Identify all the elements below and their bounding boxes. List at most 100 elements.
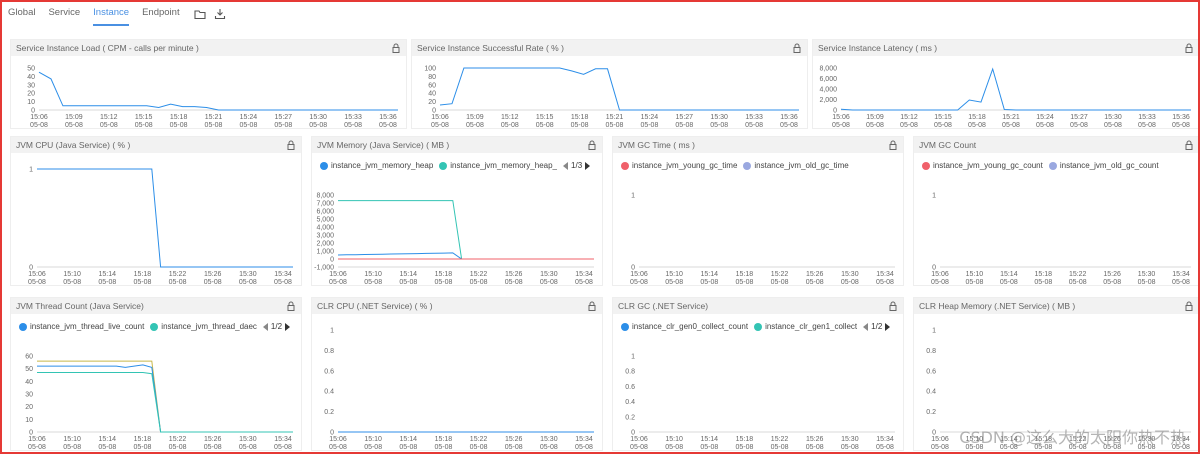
tab-service[interactable]: Service <box>48 7 81 18</box>
next-page-icon[interactable] <box>885 322 891 331</box>
x-tick-time: 15:21 <box>1002 114 1020 121</box>
x-tick-date: 05-08 <box>700 444 718 451</box>
x-tick-date: 05-08 <box>466 122 484 129</box>
x-tick-time: 15:26 <box>204 271 222 278</box>
y-tick-label: 0 <box>330 430 334 437</box>
x-tick-time: 15:30 <box>239 271 257 278</box>
next-page-icon[interactable] <box>585 161 591 170</box>
panel-title: JVM GC Count <box>914 137 1199 153</box>
y-tick-label: 0.2 <box>926 409 936 416</box>
lock-icon[interactable] <box>588 140 596 150</box>
series-line <box>37 372 293 433</box>
y-tick-label: 1 <box>631 193 635 200</box>
lock-icon[interactable] <box>287 140 295 150</box>
y-tick-label: 10 <box>25 417 33 424</box>
x-tick-date: 05-08 <box>30 122 48 129</box>
x-tick-date: 05-08 <box>968 122 986 129</box>
legend-label: instance_jvm_thread_daec <box>161 322 257 331</box>
x-tick-time: 15:10 <box>63 436 81 443</box>
chart-jvmgccount: 1015:0605-0815:1005-0815:1405-0815:1805-… <box>931 193 1191 286</box>
y-tick-label: 0.2 <box>625 414 635 421</box>
legend-item[interactable]: instance_jvm_memory_heap_ <box>439 161 557 170</box>
panel-title-text: CLR GC (.NET Service) <box>618 301 709 311</box>
x-tick-time: 15:30 <box>540 436 558 443</box>
prev-page-icon[interactable] <box>863 322 869 331</box>
tab-endpoint[interactable]: Endpoint <box>142 7 180 18</box>
y-tick-label: 0 <box>432 108 436 115</box>
y-tick-label: 0.2 <box>324 409 334 416</box>
x-tick-date: 05-08 <box>344 122 362 129</box>
x-tick-date: 05-08 <box>841 444 859 451</box>
x-tick-time: 15:18 <box>435 271 453 278</box>
lock-icon[interactable] <box>889 140 897 150</box>
y-tick-label: 40 <box>428 91 436 98</box>
x-tick-time: 15:14 <box>1000 271 1018 278</box>
lock-icon[interactable] <box>889 301 897 311</box>
lock-icon[interactable] <box>392 43 400 53</box>
legend-item[interactable]: instance_clr_gen0_collect_count <box>621 322 748 331</box>
lock-icon[interactable] <box>793 43 801 53</box>
legend-page-count: 1/3 <box>571 161 583 170</box>
legend-item[interactable]: instance_jvm_thread_daec <box>150 322 257 331</box>
lock-icon[interactable] <box>1185 301 1193 311</box>
folder-icon[interactable] <box>193 7 207 21</box>
tab-instance[interactable]: Instance <box>93 2 130 26</box>
x-tick-time: 15:10 <box>364 271 382 278</box>
legend-dot-icon <box>19 322 27 331</box>
x-tick-time: 15:06 <box>28 436 46 443</box>
x-tick-date: 05-08 <box>274 279 292 286</box>
legend-item[interactable]: instance_jvm_memory_heap <box>320 161 433 170</box>
y-tick-label: 1,000 <box>316 249 334 256</box>
panel-title-text: CLR Heap Memory (.NET Service) ( MB ) <box>919 301 1076 311</box>
x-tick-time: 15:30 <box>309 114 327 121</box>
next-page-icon[interactable] <box>285 322 291 331</box>
x-tick-date: 05-08 <box>1138 444 1156 451</box>
y-tick-label: 8,000 <box>316 193 334 200</box>
x-tick-time: 15:06 <box>329 271 347 278</box>
legend-label: instance_jvm_old_gc_time <box>754 161 849 170</box>
prev-page-icon[interactable] <box>563 161 569 170</box>
legend-dot-icon <box>743 161 752 170</box>
legend-item[interactable]: instance_jvm_young_gc_count <box>922 161 1043 170</box>
x-tick-time: 15:09 <box>65 114 83 121</box>
x-tick-date: 05-08 <box>1034 444 1052 451</box>
panel-title-text: CLR CPU (.NET Service) ( % ) <box>317 301 433 311</box>
tab-global[interactable]: Global <box>8 7 36 18</box>
x-tick-time: 15:22 <box>470 271 488 278</box>
x-tick-date: 05-08 <box>640 122 658 129</box>
lock-icon[interactable] <box>588 301 596 311</box>
lock-icon[interactable] <box>287 301 295 311</box>
lock-icon[interactable] <box>1185 43 1193 53</box>
x-tick-date: 05-08 <box>1138 279 1156 286</box>
dashboard-tabs: Global Service Instance Endpoint <box>0 0 1200 28</box>
x-tick-time: 15:15 <box>536 114 554 121</box>
prev-page-icon[interactable] <box>262 322 268 331</box>
y-tick-label: 8,000 <box>819 66 837 73</box>
x-tick-time: 15:22 <box>771 436 789 443</box>
legend-dot-icon <box>621 322 629 331</box>
x-tick-date: 05-08 <box>771 279 789 286</box>
legend-item[interactable]: instance_clr_gen1_collect <box>754 322 857 331</box>
panel-title-text: JVM Thread Count (Java Service) <box>16 301 144 311</box>
legend-item[interactable]: instance_jvm_thread_live_count <box>19 322 144 331</box>
panel-title-text: Service Instance Successful Rate ( % ) <box>417 43 564 53</box>
legend-item[interactable]: instance_jvm_old_gc_count <box>1048 161 1159 170</box>
y-tick-label: 0 <box>631 430 635 437</box>
lock-icon[interactable] <box>1185 140 1193 150</box>
import-icon[interactable] <box>213 7 227 21</box>
x-tick-time: 15:24 <box>1036 114 1054 121</box>
x-tick-time: 15:06 <box>931 271 949 278</box>
x-tick-time: 15:26 <box>806 436 824 443</box>
legend-item[interactable]: instance_jvm_old_gc_time <box>743 161 849 170</box>
chart-jvmgctime: 1015:0605-0815:1005-0815:1405-0815:1805-… <box>630 193 895 286</box>
x-tick-date: 05-08 <box>309 122 327 129</box>
legend-page-count: 1/2 <box>270 322 283 331</box>
y-tick-label: -1,000 <box>314 265 334 272</box>
y-tick-label: 0 <box>29 430 33 437</box>
x-tick-date: 05-08 <box>169 444 187 451</box>
x-tick-date: 05-08 <box>1034 279 1052 286</box>
legend-item[interactable]: instance_jvm_young_gc_time <box>621 161 737 170</box>
chart-legend: instance_jvm_thread_live_count instance_j… <box>19 322 291 331</box>
x-tick-time: 15:22 <box>1069 271 1087 278</box>
x-tick-date: 05-08 <box>274 444 292 451</box>
